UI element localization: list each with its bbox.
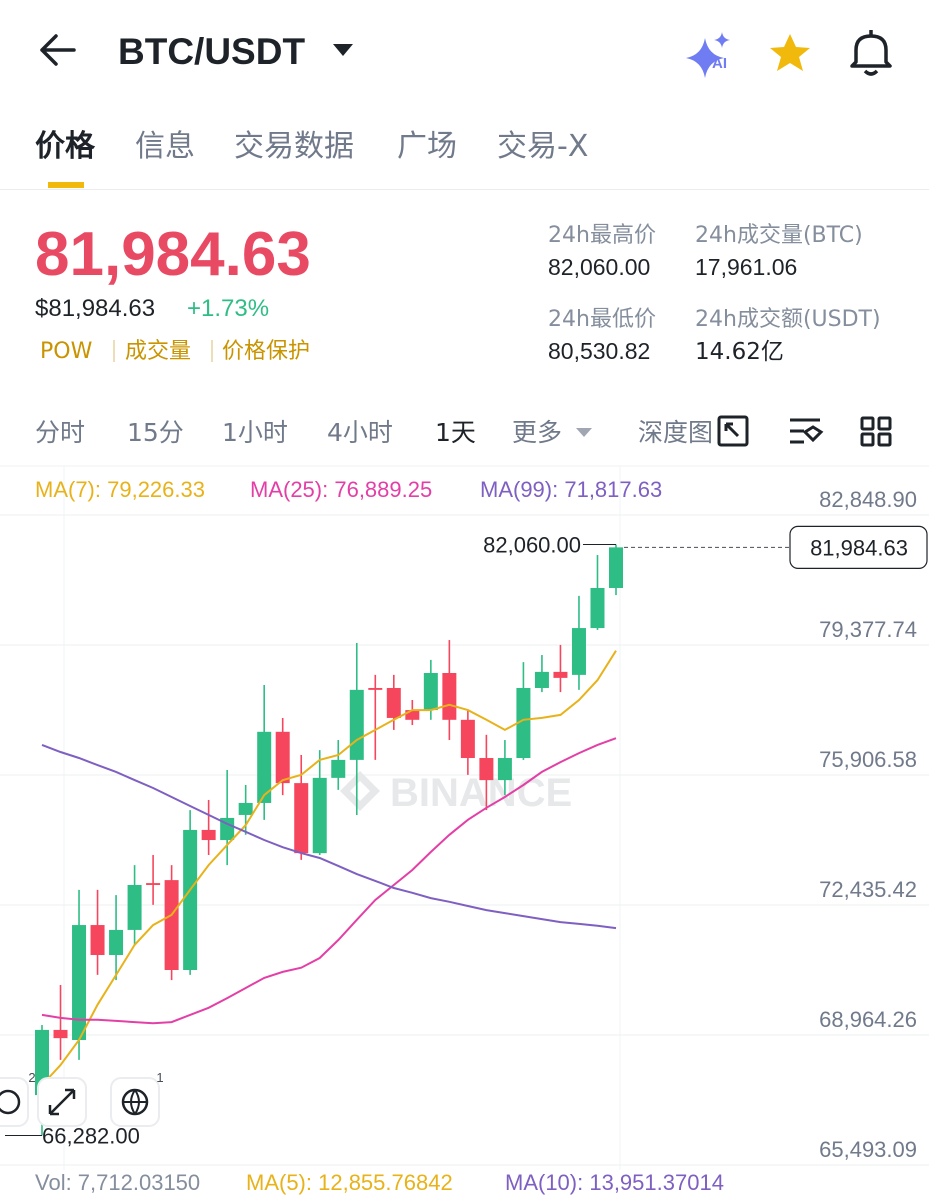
volume-ma10: MA(10): 13,951.37014: [505, 1170, 724, 1195]
last-price: 81,984.63: [35, 220, 311, 289]
candle-body: [53, 1029, 68, 1039]
legend-entry: MA(7): 79,226.33: [35, 477, 205, 502]
y-tick-label: 68,964.26: [819, 1007, 917, 1032]
pair-title[interactable]: BTC/USDT: [118, 31, 305, 72]
candle-body: [146, 883, 161, 885]
last-price-box: [789, 525, 928, 569]
candle-body: [90, 925, 105, 956]
interval[interactable]: 1小时: [222, 418, 288, 447]
tab[interactable]: 交易-X: [497, 129, 588, 164]
tab[interactable]: 广场: [397, 129, 457, 164]
ma-line: [41, 650, 617, 1086]
candle-body: [590, 587, 605, 629]
favorite-star[interactable]: [770, 34, 810, 71]
interval[interactable]: 4小时: [327, 418, 393, 447]
candle-body: [368, 687, 383, 690]
more-caret: [576, 428, 592, 437]
stat-value: 14.62亿: [695, 339, 784, 365]
interval[interactable]: 深度图: [638, 418, 713, 447]
low-label: 66,282.00: [42, 1123, 140, 1148]
ma-line: [41, 737, 617, 1025]
alert-bell[interactable]: [850, 30, 892, 76]
candle-body: [183, 829, 198, 970]
legend-entry: MA(99): 71,817.63: [480, 477, 662, 502]
candle-body: [238, 802, 253, 815]
candle-body: [442, 673, 457, 720]
last-price-label: 81,984.63: [810, 535, 908, 560]
candle-body: [257, 731, 272, 803]
legend-entry: MA(25): 76,889.25: [250, 477, 432, 502]
candle-body: [127, 884, 142, 930]
y-tick-label: 75,906.58: [819, 747, 917, 772]
svg-text:AI: AI: [712, 55, 727, 72]
candle-body: [516, 687, 531, 759]
candle-body: [331, 759, 346, 778]
stat-label: 24h成交额(USDT): [695, 307, 881, 332]
stat-label: 24h最低价: [548, 307, 656, 332]
tool-badge: 1: [156, 1070, 163, 1085]
high-label: 82,060.00: [483, 533, 581, 558]
candle-body: [479, 758, 494, 781]
candle-body: [349, 689, 364, 760]
interval[interactable]: 15分: [127, 418, 184, 447]
candle-body: [571, 628, 586, 675]
candle-body: [72, 925, 87, 1041]
volume-ma5: MA(5): 12,855.76842: [246, 1170, 453, 1195]
candle-body: [312, 777, 327, 854]
layout-button[interactable]: [860, 416, 892, 447]
pair-dropdown[interactable]: [333, 44, 353, 56]
stat-value: 80,530.82: [548, 338, 650, 364]
tool-badge: 2: [28, 1070, 35, 1085]
ai-button[interactable]: AI: [686, 32, 730, 78]
tab[interactable]: 价格: [35, 129, 96, 164]
interval[interactable]: 1天: [435, 418, 476, 447]
y-tick-label: 82,848.90: [819, 487, 917, 512]
price-change: +1.73%: [187, 295, 269, 322]
stat-label: 24h成交量(BTC): [695, 223, 863, 248]
zoom-tool[interactable]: [37, 1077, 87, 1127]
candle-body: [405, 710, 420, 720]
tag[interactable]: 价格保护: [222, 339, 310, 364]
y-tick-label: 79,377.74: [819, 617, 917, 642]
chart-tool[interactable]: [110, 1077, 160, 1127]
tag[interactable]: POW: [40, 339, 93, 364]
candle-body: [423, 673, 438, 711]
candle-body: [294, 783, 309, 854]
tab-indicator: [48, 182, 84, 188]
interval[interactable]: 分时: [35, 418, 85, 447]
candle-body: [460, 719, 475, 759]
tab[interactable]: 交易数据: [234, 129, 354, 164]
candle-body: [220, 817, 235, 841]
candle-body: [534, 671, 549, 688]
watermark: BINANCE: [340, 771, 572, 815]
candle-body: [164, 880, 179, 970]
usd-price: $81,984.63: [35, 295, 155, 322]
candle-body: [201, 829, 216, 841]
stat-value: 82,060.00: [548, 254, 650, 280]
volume-value: Vol: 7,712.03150: [35, 1170, 200, 1195]
tag[interactable]: 成交量: [125, 339, 191, 364]
tab[interactable]: 信息: [135, 129, 195, 164]
stat-label: 24h最高价: [548, 223, 656, 248]
interval[interactable]: 更多: [512, 418, 562, 447]
fullscreen-button[interactable]: [717, 415, 749, 447]
candle-body: [109, 929, 124, 956]
y-tick-label: 72,435.42: [819, 877, 917, 902]
candle-body: [609, 547, 623, 588]
candle-body: [497, 758, 512, 781]
y-tick-label: 65,493.09: [819, 1137, 917, 1162]
candle-body: [553, 671, 568, 678]
back-button[interactable]: [40, 34, 76, 66]
chart-tool[interactable]: [0, 1077, 29, 1127]
stat-value: 17,961.06: [695, 254, 797, 280]
ma-line: [41, 743, 617, 930]
candle-body: [386, 687, 401, 718]
indicator-button[interactable]: [790, 418, 824, 444]
candle-body: [275, 731, 290, 784]
